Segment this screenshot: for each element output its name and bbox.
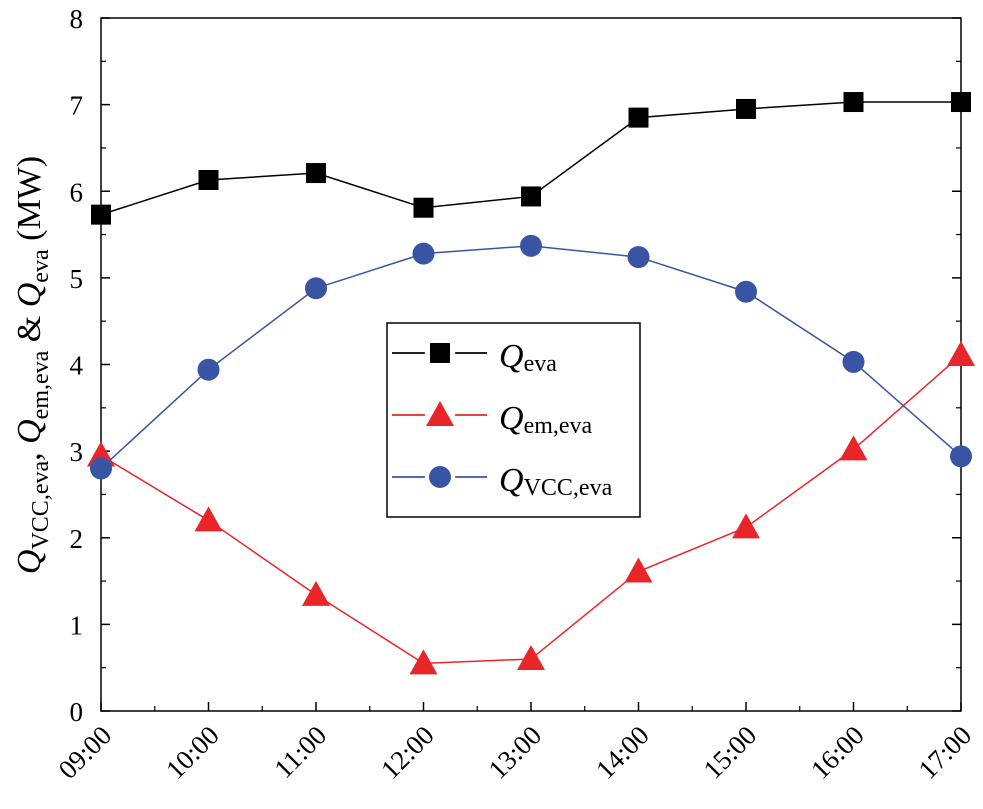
legend-label: QVCC,eva xyxy=(499,462,613,501)
triangle-marker xyxy=(409,649,438,675)
y-tick-label: 4 xyxy=(70,351,84,381)
legend-label: Qeva xyxy=(499,338,557,377)
triangle-marker xyxy=(194,506,223,532)
x-tick-label: 09:00 xyxy=(53,720,118,785)
triangle-marker xyxy=(947,340,975,366)
legend-q: Q xyxy=(499,462,524,499)
y-tick-label: 3 xyxy=(70,437,84,467)
circle-marker xyxy=(90,457,112,480)
y-tick-label: 6 xyxy=(70,177,84,207)
x-tick-label: 15:00 xyxy=(698,720,763,785)
triangle-marker xyxy=(839,435,868,461)
legend-q: Q xyxy=(499,338,524,375)
legend-q: Q xyxy=(499,400,524,437)
legend-item: Qeva xyxy=(392,338,557,377)
series-vcc-eva xyxy=(90,234,972,480)
square-marker xyxy=(521,186,541,207)
y-tick-label: 7 xyxy=(70,91,84,121)
legend-sub: em,eva xyxy=(524,413,593,439)
circle-marker xyxy=(735,280,757,303)
square-marker xyxy=(736,98,756,119)
square-marker xyxy=(198,169,219,190)
legend-triangle-icon xyxy=(426,401,454,426)
legend-square-icon xyxy=(430,343,450,363)
circle-marker xyxy=(520,234,542,257)
square-marker xyxy=(413,197,434,218)
y-tick-label: 0 xyxy=(70,697,84,727)
x-tick-label: 17:00 xyxy=(913,720,978,785)
circle-marker xyxy=(950,445,972,468)
square-marker xyxy=(951,92,971,113)
circle-marker xyxy=(305,277,327,300)
legend-sub: eva xyxy=(524,351,558,377)
legend-sub: VCC,eva xyxy=(524,475,613,501)
legend-label: Qem,eva xyxy=(499,400,593,439)
x-tick-label: 14:00 xyxy=(590,720,655,785)
square-marker xyxy=(843,92,864,113)
legend-item: QVCC,eva xyxy=(392,462,613,501)
y-tick-label: 8 xyxy=(70,4,84,34)
legend-circle-icon xyxy=(429,466,451,488)
triangle-marker xyxy=(302,580,330,606)
y-axis-label: QVCC,eva, Qem,eva & Qeva (MW) xyxy=(11,156,54,574)
series-group xyxy=(87,92,975,675)
y-tick-label: 1 xyxy=(70,610,84,640)
square-marker xyxy=(628,107,649,128)
y-tick-label: 2 xyxy=(70,524,84,554)
legend-item: Qem,eva xyxy=(392,400,593,439)
x-tick-label: 16:00 xyxy=(805,720,870,785)
circle-marker xyxy=(842,350,865,373)
square-marker xyxy=(306,163,326,184)
x-tick-label: 13:00 xyxy=(483,720,548,785)
circle-marker xyxy=(412,242,435,265)
series-eva xyxy=(91,92,971,225)
square-marker xyxy=(91,204,111,225)
triangle-marker xyxy=(624,557,653,583)
triangle-marker xyxy=(732,513,760,539)
y-tick-label: 5 xyxy=(70,264,84,294)
circle-marker xyxy=(197,358,220,381)
x-tick-label: 12:00 xyxy=(375,720,440,785)
x-tick-label: 11:00 xyxy=(268,720,332,784)
circle-marker xyxy=(627,246,650,269)
triangle-marker xyxy=(517,645,545,671)
x-tick-label: 10:00 xyxy=(160,720,225,785)
